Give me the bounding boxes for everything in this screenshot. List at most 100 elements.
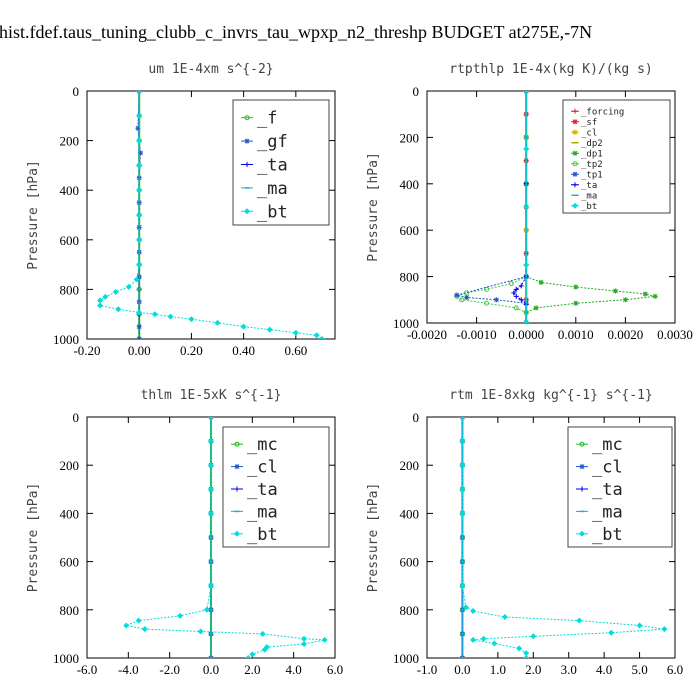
data-point: [523, 320, 530, 323]
data-point: [642, 291, 648, 297]
data-point: [136, 187, 143, 194]
data-point: [102, 293, 109, 300]
data-point: [533, 305, 539, 311]
series-bt: [523, 91, 530, 323]
series-line: [124, 417, 325, 658]
x-tick-label: -0.0010: [457, 327, 497, 342]
legend-label: _f: [257, 109, 277, 129]
legend-item: _ta: [241, 155, 288, 175]
data-point: [459, 417, 466, 420]
series-bt: [97, 91, 325, 339]
y-tick-label: 200: [400, 458, 420, 473]
page-title: thist.fdef.taus_tuning_clubb_c_invrs_tau…: [0, 22, 700, 43]
y-tick-label: 1000: [393, 316, 419, 331]
data-point: [301, 635, 307, 642]
series-bt: [123, 417, 328, 658]
data-point: [136, 91, 143, 94]
data-point: [518, 297, 524, 303]
legend-label: _bt: [247, 525, 278, 545]
y-tick-label: 1000: [53, 332, 79, 347]
data-point: [208, 462, 214, 469]
plot-area: [123, 417, 328, 658]
data-point: [501, 614, 508, 621]
legend-item: _ma: [576, 502, 623, 522]
legend-label: _ma: [592, 502, 623, 522]
legend-item: _forcing: [571, 107, 624, 117]
data-point: [261, 646, 268, 653]
y-tick-label: 1000: [393, 651, 419, 666]
data-point: [484, 300, 490, 306]
data-point: [188, 316, 195, 323]
series-line: [525, 91, 656, 323]
plot-area: [459, 417, 668, 658]
data-point: [97, 302, 104, 309]
legend-label: _dp2: [581, 139, 603, 149]
data-point: [459, 486, 466, 493]
data-point: [208, 582, 214, 589]
legend-label: _ma: [247, 502, 278, 522]
legend-marker: [579, 464, 585, 470]
legend-label: _ta: [581, 181, 597, 191]
x-tick-label: 2.0: [244, 662, 260, 677]
data-point: [123, 622, 130, 629]
y-tick-label: 0: [413, 84, 420, 99]
legend-item: _bt: [231, 525, 278, 545]
y-tick-label: 400: [60, 506, 80, 521]
data-point: [612, 288, 618, 294]
series-line: [456, 91, 527, 323]
legend-item: _mc: [576, 435, 623, 455]
x-tick-label: 0.00: [128, 343, 151, 358]
data-point: [493, 297, 499, 303]
x-tick-label: -4.0: [118, 662, 139, 677]
legend-label: _tp1: [581, 170, 603, 180]
data-point: [208, 417, 214, 420]
legend-item: _ma: [231, 502, 278, 522]
data-point: [484, 286, 490, 292]
y-axis-label: Pressure [hPa]: [26, 483, 41, 593]
x-tick-label: -0.0020: [407, 327, 447, 342]
legend: _f _gf _ta _ma _bt: [232, 99, 330, 226]
legend-item: _bt: [571, 202, 597, 212]
data-point: [135, 125, 141, 131]
x-tick-label: -0.20: [73, 343, 100, 358]
y-tick-label: 400: [60, 183, 80, 198]
x-tick-label: 0.40: [232, 343, 255, 358]
data-point: [136, 162, 143, 169]
x-tick-label: 0.0030: [657, 327, 693, 342]
data-point: [136, 212, 143, 218]
x-tick-label: -2.0: [159, 662, 180, 677]
y-tick-label: 400: [400, 506, 420, 521]
plot-area: [454, 91, 658, 323]
series-bt: [459, 417, 668, 658]
y-tick-label: 600: [400, 223, 420, 238]
legend-label: _bt: [592, 525, 623, 545]
legend-label: _dp1: [581, 149, 603, 159]
page-title-text: thist.fdef.taus_tuning_clubb_c_invrs_tau…: [0, 22, 593, 42]
plot-area: [97, 91, 325, 339]
data-point: [511, 290, 517, 296]
data-point: [454, 292, 460, 298]
legend-label: _ta: [247, 480, 278, 500]
legend-label: _gf: [257, 132, 288, 152]
legend-label: _ta: [257, 155, 288, 175]
data-point: [459, 438, 466, 445]
data-point: [112, 288, 119, 295]
legend-marker: [234, 486, 240, 492]
legend-marker: [572, 129, 578, 135]
x-tick-label: 0.0010: [558, 327, 594, 342]
x-tick-label: 5.0: [631, 662, 647, 677]
legend-marker: [572, 202, 578, 209]
legend-marker: [572, 171, 578, 177]
legend-item: _dp2: [571, 139, 603, 149]
y-tick-label: 200: [60, 134, 80, 149]
data-point: [530, 633, 537, 640]
data-point: [459, 462, 466, 469]
x-tick-label: -6.0: [77, 662, 98, 677]
series-line: [513, 91, 527, 323]
legend-label: _cl: [581, 128, 597, 138]
legend-item: _gf: [241, 132, 288, 152]
y-tick-label: 400: [400, 177, 420, 192]
legend-label: _cl: [592, 458, 623, 478]
data-point: [136, 112, 143, 119]
